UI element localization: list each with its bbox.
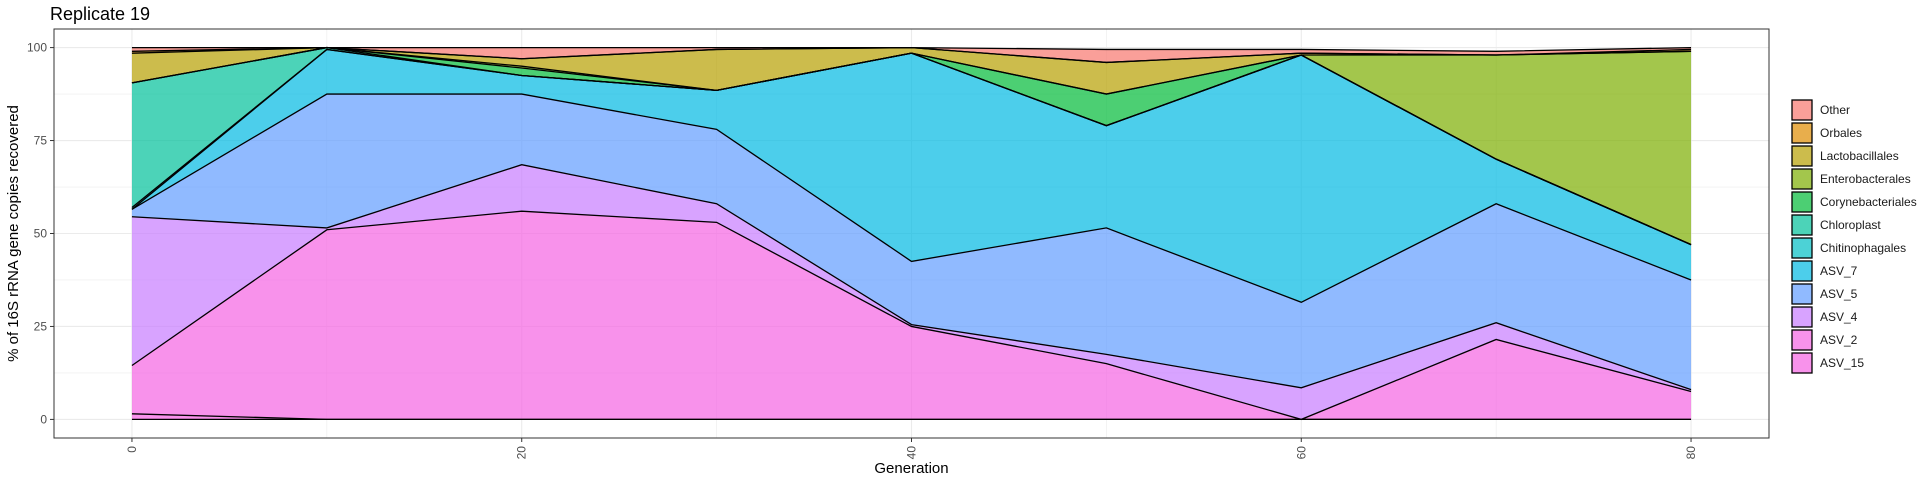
legend-key bbox=[1791, 260, 1813, 282]
x-tick-label: 0 bbox=[125, 446, 139, 453]
chart-title: Replicate 19 bbox=[50, 4, 150, 24]
legend-key bbox=[1791, 306, 1813, 328]
legend-item: Enterobacterales bbox=[1791, 168, 1911, 190]
x-axis-title: Generation bbox=[874, 460, 948, 477]
legend: Other Orbales Lactobacillales Enterobactera… bbox=[1791, 99, 1917, 374]
legend-key bbox=[1791, 191, 1813, 213]
y-axis: 0 25 50 75 100 bbox=[27, 41, 54, 426]
legend-label: ASV_2 bbox=[1820, 333, 1858, 347]
legend-label: ASV_5 bbox=[1820, 287, 1858, 301]
legend-key bbox=[1791, 352, 1813, 374]
y-tick-label: 25 bbox=[34, 319, 48, 333]
legend-label: ASV_15 bbox=[1820, 356, 1864, 370]
y-tick-label: 75 bbox=[34, 134, 48, 148]
x-tick-label: 20 bbox=[515, 446, 529, 460]
legend-item: Chloroplast bbox=[1791, 214, 1881, 236]
x-tick-label: 60 bbox=[1294, 446, 1308, 460]
y-tick-label: 100 bbox=[27, 41, 47, 55]
legend-label: Other bbox=[1820, 103, 1850, 117]
x-tick-label: 40 bbox=[905, 446, 919, 460]
legend-label: Enterobacterales bbox=[1820, 172, 1911, 186]
legend-key bbox=[1791, 237, 1813, 259]
legend-item: Other bbox=[1791, 99, 1850, 121]
area-asv-2 bbox=[131, 211, 1692, 420]
legend-key bbox=[1791, 122, 1813, 144]
area-asv-5 bbox=[131, 94, 1692, 390]
legend-key bbox=[1791, 168, 1813, 190]
y-axis-title: % of 16S rRNA gene copies recovered bbox=[5, 105, 22, 362]
y-tick-label: 50 bbox=[34, 227, 48, 241]
area-asv-7 bbox=[131, 49, 1692, 303]
legend-label: Lactobacillales bbox=[1820, 149, 1899, 163]
legend-key bbox=[1791, 214, 1813, 236]
x-axis: 0 20 40 60 80 bbox=[125, 438, 1698, 459]
legend-label: Orbales bbox=[1820, 126, 1862, 140]
legend-item: Corynebacteriales bbox=[1791, 191, 1917, 213]
legend-label: Chitinophagales bbox=[1820, 241, 1906, 255]
legend-item: Lactobacillales bbox=[1791, 145, 1899, 167]
legend-item: ASV_2 bbox=[1791, 329, 1858, 351]
boundary-asv-2 bbox=[131, 210, 1692, 421]
x-tick-label: 80 bbox=[1684, 446, 1698, 460]
area-boundaries bbox=[131, 46, 1692, 421]
legend-item: ASV_4 bbox=[1791, 306, 1858, 328]
boundary-asv-4 bbox=[131, 164, 1692, 391]
boundary-other bbox=[131, 46, 1692, 52]
legend-label: ASV_7 bbox=[1820, 264, 1858, 278]
legend-key bbox=[1791, 145, 1813, 167]
legend-item: Orbales bbox=[1791, 122, 1862, 144]
boundary-asv-5 bbox=[131, 93, 1692, 303]
area-chloroplast bbox=[131, 47, 1692, 245]
legend-key bbox=[1791, 329, 1813, 351]
y-tick-label: 0 bbox=[40, 412, 47, 426]
legend-key bbox=[1791, 99, 1813, 121]
legend-item: ASV_5 bbox=[1791, 283, 1858, 305]
area-enterobacterales bbox=[131, 47, 1692, 245]
legend-key bbox=[1791, 283, 1813, 305]
legend-item: ASV_7 bbox=[1791, 260, 1858, 282]
legend-label: ASV_4 bbox=[1820, 310, 1858, 324]
legend-item: Chitinophagales bbox=[1791, 237, 1906, 259]
legend-item: ASV_15 bbox=[1791, 352, 1864, 374]
area-layers bbox=[131, 47, 1692, 420]
legend-label: Chloroplast bbox=[1820, 218, 1881, 232]
legend-label: Corynebacteriales bbox=[1820, 195, 1917, 209]
